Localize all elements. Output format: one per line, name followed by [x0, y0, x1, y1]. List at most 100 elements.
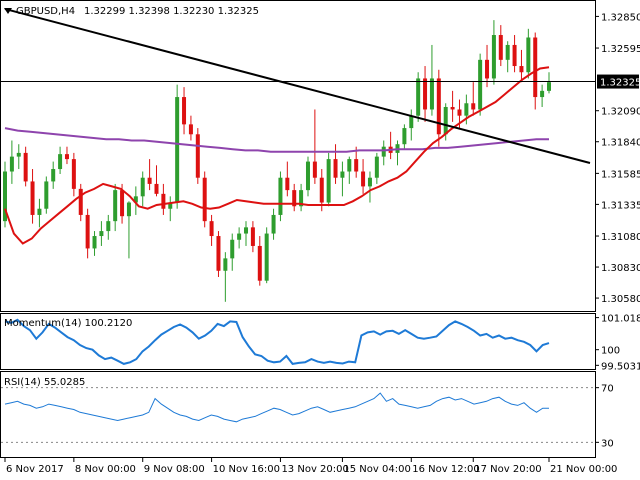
price-tick-label: 1.31080: [601, 232, 640, 243]
candle-body: [299, 190, 304, 207]
axes: 1.32850 1.32595 1.32090 1.31840 1.31585 1.313…: [4, 12, 640, 475]
candle-body: [64, 154, 69, 160]
candle-body: [182, 97, 187, 125]
candle-body: [9, 156, 14, 172]
candle-body: [354, 159, 359, 172]
candle-body: [51, 169, 56, 182]
candle-body: [423, 78, 428, 110]
candle-body: [292, 190, 297, 207]
candle-body: [216, 236, 221, 271]
candle-body: [361, 171, 366, 187]
candle-body: [526, 37, 531, 73]
candle-body: [436, 78, 441, 135]
candle-body: [223, 258, 228, 271]
candle-body: [37, 208, 42, 215]
time-tick-label: 17 Nov 20:00: [474, 464, 541, 475]
candle-body: [381, 146, 386, 157]
candle-body: [58, 154, 63, 170]
candle-body: [491, 35, 496, 79]
candle-body: [92, 236, 97, 249]
ohlc-label: 1.32299 1.32398 1.32230 1.32325: [84, 6, 259, 17]
price-panel-frame: [0, 0, 596, 312]
price-tick-label: 1.30830: [601, 263, 640, 274]
momentum-tick-label: 100: [601, 346, 620, 357]
candle-body: [485, 59, 490, 79]
candle-body: [195, 134, 200, 178]
collapse-triangle-icon[interactable]: [4, 8, 12, 14]
price-tick-label: 1.32595: [601, 44, 640, 55]
trendline[interactable]: [4, 7, 591, 164]
ma-fast-line: [4, 66, 550, 245]
candle-body: [450, 106, 455, 110]
candle-body: [319, 177, 324, 203]
candle-body: [133, 196, 138, 203]
candle-body: [99, 231, 104, 237]
candle-body: [409, 115, 414, 129]
candle-body: [85, 214, 90, 249]
candle-body: [285, 177, 290, 191]
price-tick-label: 1.32090: [601, 107, 640, 118]
candle-body: [44, 181, 49, 209]
momentum-line: [4, 318, 550, 365]
candle-body: [188, 124, 193, 135]
candle-body: [512, 44, 517, 67]
price-tick-label: 1.31585: [601, 169, 640, 180]
candle-body: [257, 245, 262, 281]
candle-body: [533, 37, 538, 98]
rsi-tick-label: 70: [601, 384, 614, 395]
candle-body: [326, 159, 331, 203]
candle-body: [168, 202, 173, 209]
candle-body: [126, 202, 131, 217]
candle-body: [106, 221, 111, 232]
candle-body: [209, 221, 214, 237]
candle-body: [374, 156, 379, 178]
price-tick-label: 1.31840: [601, 138, 640, 149]
current-price-badge: [597, 74, 639, 89]
symbol-label: GBPUSD,H4: [16, 6, 75, 17]
rsi-panel-frame: [0, 371, 596, 458]
candle-body: [244, 227, 249, 234]
candle-body: [147, 177, 152, 184]
rsi-panel: [1, 387, 595, 443]
candle-body: [305, 161, 310, 191]
candle-body: [250, 227, 255, 246]
candle-body: [16, 152, 21, 157]
momentum-tick-label: 99.5031: [601, 361, 640, 372]
candle-body: [161, 193, 166, 209]
candle-body: [402, 128, 407, 145]
time-tick-label: 15 Nov 04:00: [343, 464, 410, 475]
candle-body: [312, 161, 317, 178]
candle-body: [23, 152, 28, 182]
candle-body: [416, 78, 421, 116]
candle-body: [230, 239, 235, 259]
rsi-tick-label: 30: [601, 438, 614, 449]
time-tick-label: 8 Nov 00:00: [75, 464, 136, 475]
candle-body: [3, 171, 7, 222]
panel-frames: [0, 0, 596, 458]
candle-body: [340, 171, 345, 178]
candle-body: [471, 103, 476, 110]
candle-body: [498, 35, 503, 60]
candle-body: [237, 233, 242, 240]
time-tick-label: 13 Nov 20:00: [281, 464, 348, 475]
candle-body: [347, 159, 352, 172]
momentum-panel-frame: [0, 313, 596, 370]
candle-body: [443, 106, 448, 135]
candle-body: [271, 214, 276, 234]
rsi-label: RSI(14) 55.0285: [4, 377, 85, 388]
price-panel: [1, 7, 595, 302]
candle-body: [175, 97, 180, 203]
time-tick-label: 21 Nov 00:00: [550, 464, 617, 475]
candle-body: [71, 159, 76, 189]
time-tick-label: 16 Nov 12:00: [412, 464, 479, 475]
momentum-tick-label: 101.0189: [601, 314, 640, 325]
candle-body: [202, 177, 207, 222]
candle-body: [457, 109, 462, 116]
candle-body: [519, 66, 524, 73]
candle-body: [547, 82, 551, 91]
time-tick-label: 10 Nov 16:00: [213, 464, 280, 475]
candle-body: [505, 44, 510, 60]
candle-body: [464, 103, 469, 116]
candle-body: [113, 190, 118, 222]
